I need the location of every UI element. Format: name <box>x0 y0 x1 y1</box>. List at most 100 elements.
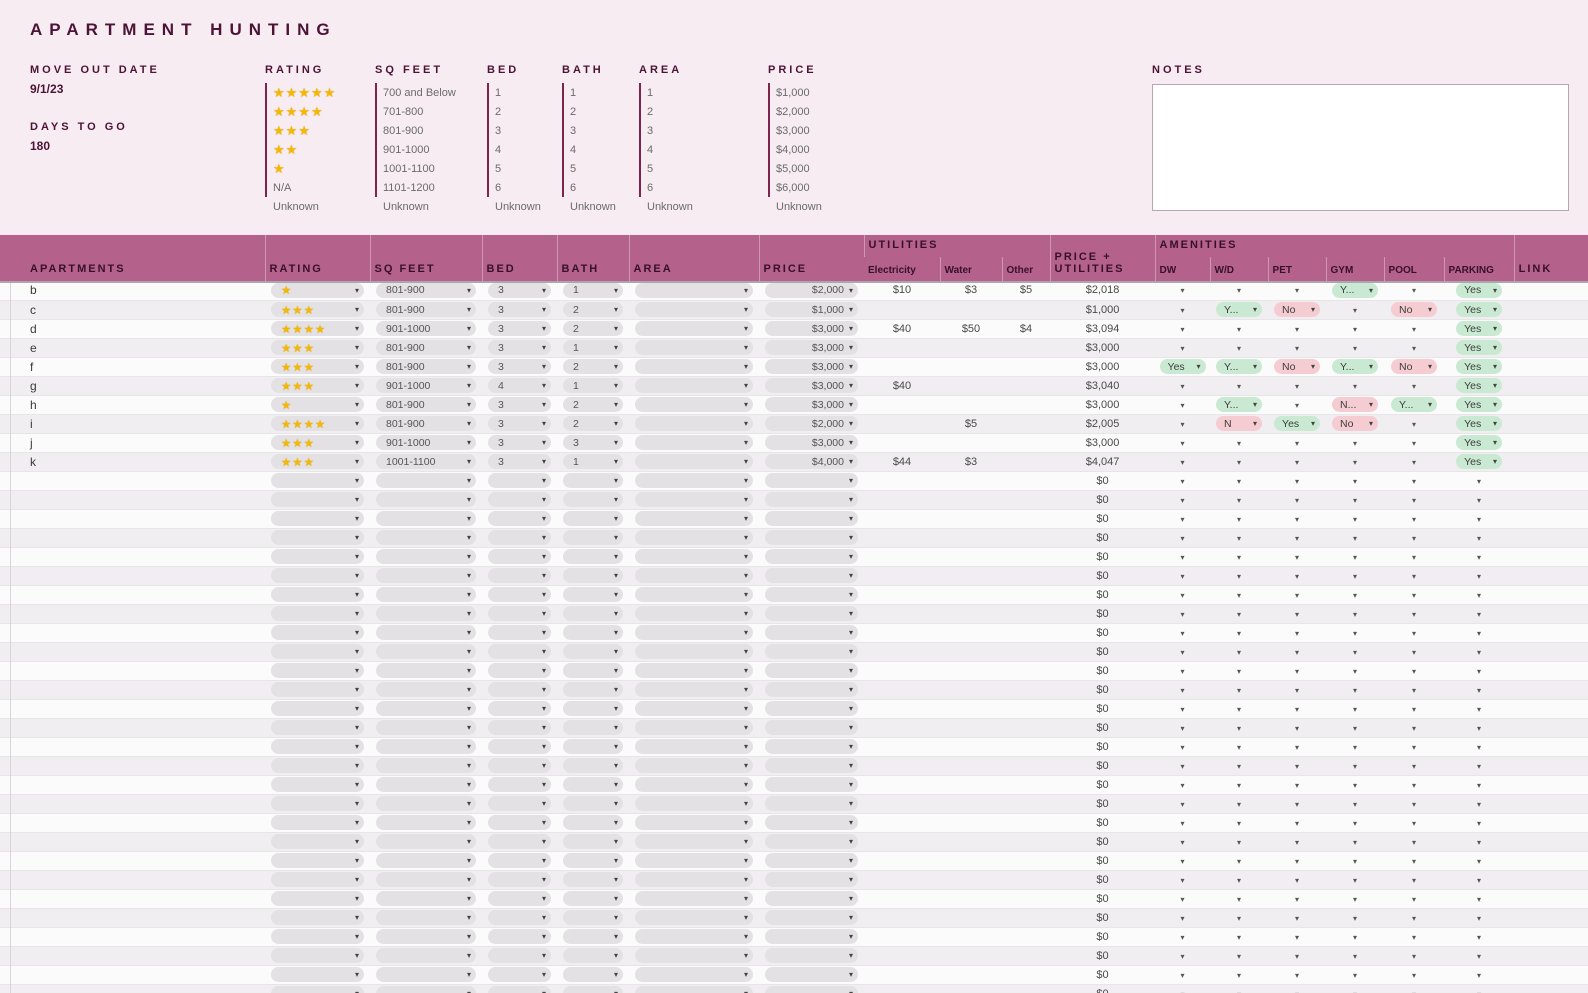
bed-dropdown[interactable]: 3 ▾ <box>488 321 551 336</box>
pet-dropdown[interactable]: ▾ <box>1295 647 1300 657</box>
price-dropdown[interactable]: ▾ <box>765 511 858 526</box>
pool-dropdown[interactable]: ▾ <box>1412 837 1417 847</box>
parking-dropdown[interactable]: ▾ <box>1477 932 1482 942</box>
dw-dropdown[interactable]: ▾ <box>1180 457 1185 467</box>
wd-dropdown[interactable]: ▾ <box>1237 818 1242 828</box>
sq-feet-dropdown[interactable]: ▾ <box>376 891 476 906</box>
bed-dropdown[interactable]: ▾ <box>488 758 551 773</box>
area-dropdown[interactable]: ▾ <box>635 872 753 887</box>
dw-dropdown[interactable]: ▾ <box>1180 514 1185 524</box>
wd-dropdown[interactable]: ▾ <box>1237 856 1242 866</box>
area-dropdown[interactable]: ▾ <box>635 663 753 678</box>
other-cell[interactable] <box>1002 737 1051 757</box>
price-dropdown[interactable]: ▾ <box>765 777 858 792</box>
apartment-name-cell[interactable] <box>0 718 265 738</box>
water-cell[interactable] <box>940 870 1002 890</box>
rating-dropdown[interactable]: ▾ <box>271 777 364 792</box>
dw-dropdown[interactable]: ▾ <box>1180 533 1185 543</box>
parking-dropdown[interactable]: ▾ <box>1477 495 1482 505</box>
water-cell[interactable] <box>940 927 1002 947</box>
dw-dropdown[interactable]: ▾ <box>1180 476 1185 486</box>
pet-dropdown[interactable]: ▾ <box>1295 609 1300 619</box>
area-dropdown[interactable]: ▾ <box>635 587 753 602</box>
bed-dropdown[interactable]: 4 ▾ <box>488 378 551 393</box>
rating-dropdown[interactable]: ▾ <box>271 701 364 716</box>
price-dropdown[interactable]: ▾ <box>765 473 858 488</box>
parking-dropdown[interactable]: ▾ <box>1477 875 1482 885</box>
parking-dropdown[interactable]: Yes ▾ <box>1456 359 1503 374</box>
water-cell[interactable]: $3 <box>940 281 1002 301</box>
link-cell[interactable] <box>1514 471 1588 491</box>
bed-dropdown[interactable]: ▾ <box>488 587 551 602</box>
pet-dropdown[interactable]: ▾ <box>1295 723 1300 733</box>
rating-dropdown[interactable]: ▾ <box>271 492 364 507</box>
wd-dropdown[interactable]: ▾ <box>1237 685 1242 695</box>
bed-dropdown[interactable]: ▾ <box>488 739 551 754</box>
wd-dropdown[interactable]: ▾ <box>1237 476 1242 486</box>
gym-dropdown[interactable]: ▾ <box>1353 894 1358 904</box>
sq-feet-dropdown[interactable]: 901-1000 ▾ <box>376 378 476 393</box>
apartment-name-cell[interactable] <box>0 870 265 890</box>
rating-dropdown[interactable]: ★★★★ ▾ <box>271 321 364 336</box>
link-cell[interactable] <box>1514 300 1588 320</box>
gym-dropdown[interactable]: ▾ <box>1353 666 1358 676</box>
bed-dropdown[interactable]: ▾ <box>488 796 551 811</box>
bath-dropdown[interactable]: ▾ <box>563 853 623 868</box>
rating-dropdown[interactable]: ▾ <box>271 967 364 982</box>
area-dropdown[interactable]: ▾ <box>635 530 753 545</box>
parking-dropdown[interactable]: Yes ▾ <box>1456 435 1503 450</box>
parking-dropdown[interactable]: Yes ▾ <box>1456 397 1503 412</box>
dw-dropdown[interactable]: ▾ <box>1180 647 1185 657</box>
apartment-name-cell[interactable] <box>0 680 265 700</box>
apartment-name-cell[interactable] <box>0 661 265 681</box>
gym-dropdown[interactable]: ▾ <box>1353 970 1358 980</box>
other-cell[interactable] <box>1002 699 1051 719</box>
other-cell[interactable] <box>1002 528 1051 548</box>
sq-feet-dropdown[interactable]: ▾ <box>376 967 476 982</box>
bath-dropdown[interactable]: ▾ <box>563 929 623 944</box>
apartment-name-cell[interactable]: f <box>0 357 265 377</box>
apartment-name-cell[interactable] <box>0 528 265 548</box>
bed-dropdown[interactable]: 3 ▾ <box>488 359 551 374</box>
pet-dropdown[interactable]: ▾ <box>1295 951 1300 961</box>
electricity-cell[interactable] <box>864 661 940 681</box>
dw-dropdown[interactable]: ▾ <box>1180 381 1185 391</box>
water-cell[interactable] <box>940 680 1002 700</box>
water-cell[interactable]: $5 <box>940 414 1002 434</box>
pet-dropdown[interactable]: ▾ <box>1295 666 1300 676</box>
area-dropdown[interactable]: ▾ <box>635 910 753 925</box>
price-dropdown[interactable]: $3,000 ▾ <box>765 397 858 412</box>
link-cell[interactable] <box>1514 737 1588 757</box>
dw-dropdown[interactable]: ▾ <box>1180 609 1185 619</box>
sq-feet-dropdown[interactable]: ▾ <box>376 473 476 488</box>
sq-feet-dropdown[interactable]: ▾ <box>376 777 476 792</box>
link-cell[interactable] <box>1514 927 1588 947</box>
electricity-cell[interactable] <box>864 756 940 776</box>
wd-dropdown[interactable]: ▾ <box>1237 837 1242 847</box>
rating-dropdown[interactable]: ▾ <box>271 758 364 773</box>
electricity-cell[interactable]: $10 <box>864 281 940 301</box>
water-cell[interactable] <box>940 642 1002 662</box>
area-dropdown[interactable]: ▾ <box>635 929 753 944</box>
area-dropdown[interactable]: ▾ <box>635 644 753 659</box>
parking-dropdown[interactable]: Yes ▾ <box>1456 321 1503 336</box>
electricity-cell[interactable] <box>864 338 940 358</box>
bed-dropdown[interactable]: 3 ▾ <box>488 435 551 450</box>
electricity-cell[interactable] <box>864 927 940 947</box>
dw-dropdown[interactable]: ▾ <box>1180 400 1185 410</box>
gym-dropdown[interactable]: ▾ <box>1353 438 1358 448</box>
price-dropdown[interactable]: $2,000 ▾ <box>765 282 858 298</box>
price-dropdown[interactable]: ▾ <box>765 530 858 545</box>
price-dropdown[interactable]: $2,000 ▾ <box>765 416 858 431</box>
gym-dropdown[interactable]: Y... ▾ <box>1332 359 1379 374</box>
pool-dropdown[interactable]: ▾ <box>1412 704 1417 714</box>
price-dropdown[interactable]: ▾ <box>765 948 858 963</box>
price-dropdown[interactable]: $3,000 ▾ <box>765 321 858 336</box>
rating-dropdown[interactable]: ★★★ ▾ <box>271 378 364 393</box>
rating-dropdown[interactable]: ★★★ ▾ <box>271 302 364 317</box>
pet-dropdown[interactable]: ▾ <box>1295 381 1300 391</box>
bed-dropdown[interactable]: ▾ <box>488 549 551 564</box>
area-dropdown[interactable]: ▾ <box>635 435 753 450</box>
dw-dropdown[interactable]: ▾ <box>1180 856 1185 866</box>
apartment-name-cell[interactable]: b <box>0 281 265 301</box>
